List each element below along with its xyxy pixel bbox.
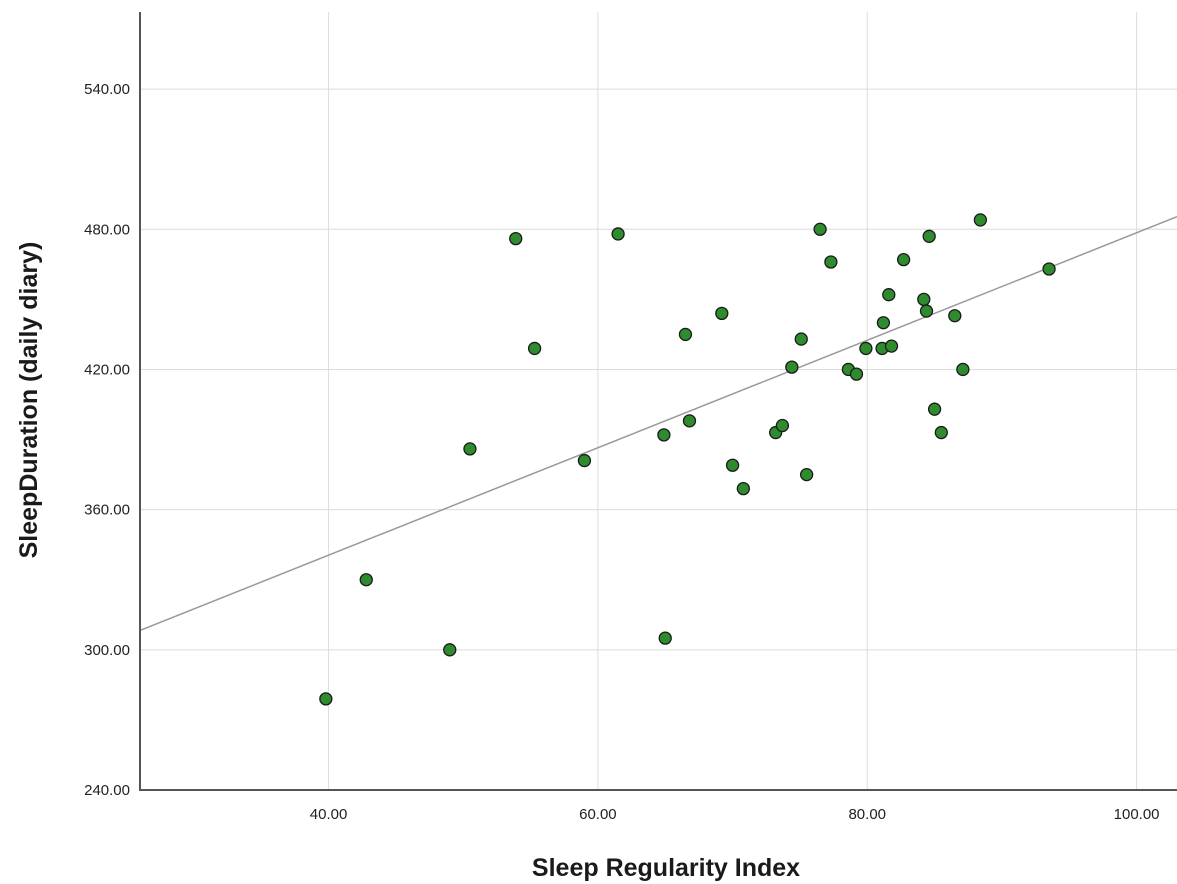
- y-axis-title: SleepDuration (daily diary): [15, 242, 43, 559]
- data-point: [611, 227, 625, 241]
- data-point: [956, 362, 970, 377]
- data-point: [736, 481, 750, 496]
- y-tick-label: 540.00: [84, 81, 130, 98]
- y-tick-labels: 240.00 300.00 360.00 420.00 480.00 540.00: [84, 81, 130, 799]
- data-point: [658, 631, 672, 645]
- data-point: [799, 467, 814, 482]
- data-point: [919, 304, 934, 318]
- data-point: [775, 418, 790, 433]
- data-point: [509, 231, 523, 246]
- x-tick-labels: 40.00 60.00 80.00 100.00: [310, 806, 1160, 823]
- data-point: [785, 360, 799, 374]
- data-point: [443, 643, 457, 657]
- data-point: [859, 341, 873, 356]
- data-point: [463, 442, 477, 456]
- y-tick-label: 300.00: [84, 642, 130, 659]
- data-point: [922, 229, 936, 243]
- data-point: [682, 414, 697, 428]
- data-point: [527, 341, 542, 356]
- data-point: [824, 255, 838, 269]
- y-tick-label: 480.00: [84, 221, 130, 238]
- data-point: [948, 309, 962, 323]
- x-tick-label: 100.00: [1114, 806, 1160, 823]
- x-tick-label: 60.00: [579, 806, 617, 823]
- data-point: [359, 573, 373, 587]
- data-point: [813, 222, 827, 236]
- data-point: [1042, 262, 1056, 276]
- fit-line: [139, 215, 1177, 632]
- data-point: [577, 453, 592, 468]
- data-point: [678, 327, 693, 342]
- data-point: [319, 692, 333, 706]
- data-point: [927, 402, 942, 416]
- data-point: [884, 339, 899, 353]
- data-point: [934, 425, 948, 440]
- data-point: [657, 428, 671, 442]
- data-point: [715, 306, 729, 321]
- data-point: [882, 288, 896, 302]
- data-point: [725, 458, 740, 472]
- x-tick-label: 40.00: [310, 806, 348, 823]
- y-tick-label: 420.00: [84, 361, 130, 378]
- data-point: [917, 292, 931, 307]
- gridlines: [140, 12, 1177, 790]
- data-point: [896, 253, 911, 267]
- x-axis-title: Sleep Regularity Index: [532, 854, 800, 882]
- data-point: [794, 332, 808, 346]
- data-point: [876, 316, 891, 330]
- y-tick-label: 240.00: [84, 782, 130, 799]
- data-point: [973, 213, 988, 227]
- x-tick-label: 80.00: [848, 806, 886, 823]
- data-point: [849, 367, 864, 381]
- y-tick-label: 360.00: [84, 502, 130, 519]
- data-points: [319, 213, 1056, 706]
